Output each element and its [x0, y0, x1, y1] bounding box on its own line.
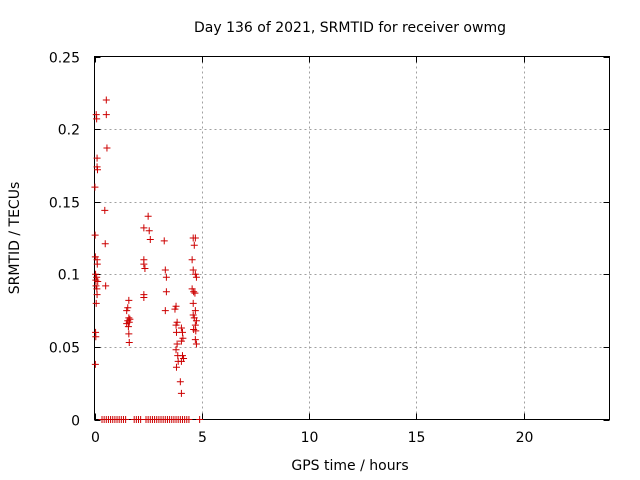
data-point — [91, 360, 99, 368]
y-tick-label: 0.15 — [49, 196, 80, 212]
data-point — [92, 282, 100, 290]
data-point — [190, 241, 198, 249]
data-point — [177, 357, 185, 365]
data-point — [172, 346, 180, 354]
data-point — [102, 111, 110, 119]
data-point — [161, 266, 169, 274]
y-tick-label: 0.05 — [49, 341, 80, 357]
data-point — [176, 378, 184, 386]
data-point — [141, 264, 149, 272]
data-point — [185, 416, 193, 423]
data-point — [177, 337, 185, 345]
data-point — [125, 330, 133, 338]
data-point — [123, 320, 131, 328]
data-point — [161, 307, 169, 315]
y-tick-label: 0.25 — [49, 51, 80, 67]
data-point — [172, 321, 180, 329]
y-tick-label: 0.1 — [58, 268, 80, 284]
data-point — [102, 96, 110, 104]
data-point — [145, 227, 153, 235]
data-point — [178, 352, 186, 360]
data-point — [125, 339, 133, 347]
data-point — [93, 291, 101, 299]
data-point — [160, 237, 168, 245]
data-point — [162, 273, 170, 281]
data-point — [188, 256, 196, 264]
tick-labels: 0 5 10 15 20 0 0.05 0.1 0.15 0.2 0.25 — [49, 51, 534, 447]
data-point — [126, 315, 134, 323]
data-point — [93, 260, 101, 268]
data-point — [101, 240, 109, 248]
data-point — [173, 340, 181, 348]
x-tick-label: 5 — [198, 430, 207, 446]
data-point — [94, 166, 102, 174]
data-point — [93, 273, 101, 281]
data-point — [91, 231, 99, 239]
data-point — [140, 224, 148, 232]
data-point — [124, 304, 132, 312]
data-point — [93, 154, 101, 162]
data-point — [196, 416, 204, 423]
data-point — [192, 317, 200, 325]
data-point — [177, 389, 185, 397]
data-point — [125, 296, 133, 304]
y-axis-label: SRMTID / TECUs — [7, 182, 23, 295]
data-point — [171, 305, 179, 313]
data-point — [191, 336, 199, 344]
data-point — [172, 363, 180, 371]
data-point — [179, 334, 187, 342]
data-point — [94, 278, 102, 286]
data-point — [140, 294, 148, 302]
data-point — [92, 333, 100, 341]
data-point — [144, 212, 152, 220]
data-point — [92, 299, 100, 307]
data-point — [93, 115, 101, 123]
data-point — [177, 324, 185, 332]
axis-ticks — [94, 56, 610, 421]
x-tick-label: 0 — [91, 430, 100, 446]
data-point — [124, 323, 132, 331]
data-point — [123, 307, 131, 315]
data-point — [192, 273, 200, 281]
data-point — [189, 266, 197, 274]
data-point — [91, 183, 99, 191]
x-tick-label: 15 — [408, 430, 426, 446]
y-tick-label: 0.2 — [58, 123, 80, 139]
chart-title: Day 136 of 2021, SRMTID for receiver owm… — [194, 20, 506, 36]
data-point — [188, 285, 196, 293]
x-axis-label: GPS time / hours — [291, 458, 408, 474]
data-point — [102, 282, 110, 290]
data-point — [173, 318, 181, 326]
data-point — [146, 235, 154, 243]
data-point — [172, 328, 180, 336]
plot-frame — [94, 56, 610, 420]
data-point — [101, 206, 109, 214]
data-point — [191, 289, 199, 297]
data-point — [192, 340, 200, 348]
data-point — [122, 416, 130, 423]
data-point — [189, 311, 197, 319]
x-tick-label: 20 — [516, 430, 534, 446]
grid — [94, 56, 610, 420]
data-point — [191, 270, 199, 278]
y-tick-label: 0 — [71, 414, 80, 430]
data-point — [191, 307, 199, 315]
data-points — [91, 96, 204, 423]
data-point — [172, 302, 180, 310]
data-point — [192, 327, 200, 335]
data-point — [190, 288, 198, 296]
data-point — [191, 234, 199, 242]
data-point — [140, 260, 148, 268]
data-point — [91, 253, 99, 261]
data-point — [103, 144, 111, 152]
data-point — [162, 288, 170, 296]
x-tick-label: 10 — [301, 430, 319, 446]
data-point — [189, 299, 197, 307]
